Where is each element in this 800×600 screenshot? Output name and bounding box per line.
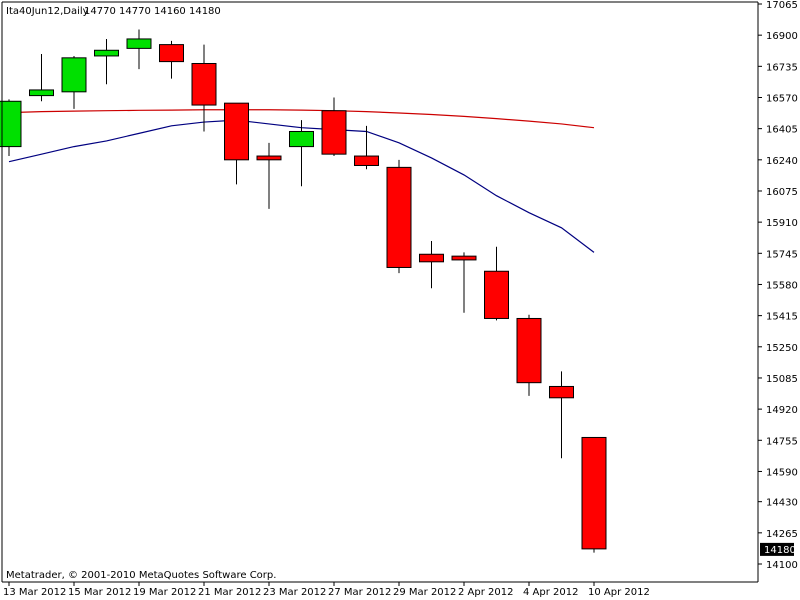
current-price-marker: 14180 — [760, 542, 796, 556]
candle-body — [191, 62, 217, 106]
candle — [321, 97, 347, 157]
price-tick-label: 16240 — [766, 156, 798, 167]
candle — [191, 44, 217, 132]
candle — [61, 55, 87, 109]
time-tick-label: 10 Apr 2012 — [588, 587, 650, 598]
time-axis: 13 Mar 2012 15 Mar 2012 19 Mar 2012 21 Mar … — [3, 582, 650, 598]
price-tick-label: 15250 — [766, 343, 798, 354]
candle-body — [516, 317, 542, 384]
time-tick-label: 2 Apr 2012 — [458, 587, 513, 598]
candle — [159, 40, 184, 79]
candle-body — [451, 255, 477, 261]
candle-body — [0, 100, 22, 148]
candle — [289, 120, 314, 187]
time-tick-label: 15 Mar 2012 — [68, 587, 131, 598]
candle — [256, 142, 282, 209]
time-tick-label: 21 Mar 2012 — [198, 587, 261, 598]
candles — [0, 29, 607, 553]
price-axis: 14100 14265 14430 14590 14755 14920 15085 15250… — [758, 0, 798, 571]
price-tick-label: 14755 — [766, 436, 798, 447]
candle-body — [61, 57, 87, 93]
current-price-badge — [760, 542, 794, 556]
candle-body — [354, 155, 379, 166]
current-price-label: 14180 — [764, 545, 796, 556]
price-tick-label: 15910 — [766, 218, 798, 229]
candle — [386, 159, 412, 274]
candle-body — [321, 110, 347, 155]
price-tick-label: 14265 — [766, 529, 798, 540]
candle-body — [224, 102, 249, 161]
candle-body — [581, 436, 607, 550]
candle-body — [94, 49, 119, 57]
price-tick-label: 16900 — [766, 31, 798, 42]
chart-symbol-title: Ita40Jun12,Daily — [6, 6, 89, 17]
time-tick-label: 27 Mar 2012 — [328, 587, 391, 598]
candle-body — [386, 166, 412, 268]
candle — [0, 99, 22, 157]
price-tick-label: 15745 — [766, 249, 798, 260]
candle-body — [484, 270, 509, 319]
candle-body — [419, 253, 444, 263]
candle-body — [29, 89, 54, 97]
price-tick-label: 17065 — [766, 0, 798, 11]
candle — [451, 252, 477, 313]
chart-ohlc-readout: 14770 14770 14160 14180 — [84, 6, 221, 17]
candle — [126, 29, 152, 70]
price-tick-label: 14920 — [766, 405, 798, 416]
price-tick-label: 15580 — [766, 280, 798, 291]
candle-body — [159, 44, 184, 63]
time-tick-label: 13 Mar 2012 — [3, 587, 66, 598]
time-tick-label: 23 Mar 2012 — [263, 587, 326, 598]
price-tick-label: 15415 — [766, 312, 798, 323]
time-tick-label: 29 Mar 2012 — [393, 587, 456, 598]
price-tick-label: 15085 — [766, 374, 798, 385]
price-tick-label: 16075 — [766, 187, 798, 198]
candle — [94, 38, 119, 85]
candle-body — [289, 130, 314, 148]
candle-body — [126, 38, 152, 49]
candle-body — [549, 385, 574, 399]
candle — [549, 371, 574, 459]
price-tick-label: 16405 — [766, 125, 798, 136]
candle — [484, 246, 509, 321]
price-tick-label: 16570 — [766, 93, 798, 104]
candle — [29, 54, 54, 102]
candle — [581, 436, 607, 553]
candle — [354, 125, 379, 170]
candle — [516, 314, 542, 396]
time-tick-label: 19 Mar 2012 — [133, 587, 196, 598]
price-tick-label: 14590 — [766, 467, 798, 478]
time-tick-label: 4 Apr 2012 — [523, 587, 578, 598]
copyright-text: Metatrader, © 2001-2010 MetaQuotes Softw… — [6, 570, 276, 581]
slow-moving-average-line — [8, 109, 595, 129]
candle — [224, 102, 249, 185]
candle-body — [256, 155, 282, 161]
price-tick-label: 14430 — [766, 498, 798, 509]
candle — [419, 241, 444, 289]
price-tick-label: 16735 — [766, 62, 798, 73]
price-tick-label: 14100 — [766, 560, 798, 571]
